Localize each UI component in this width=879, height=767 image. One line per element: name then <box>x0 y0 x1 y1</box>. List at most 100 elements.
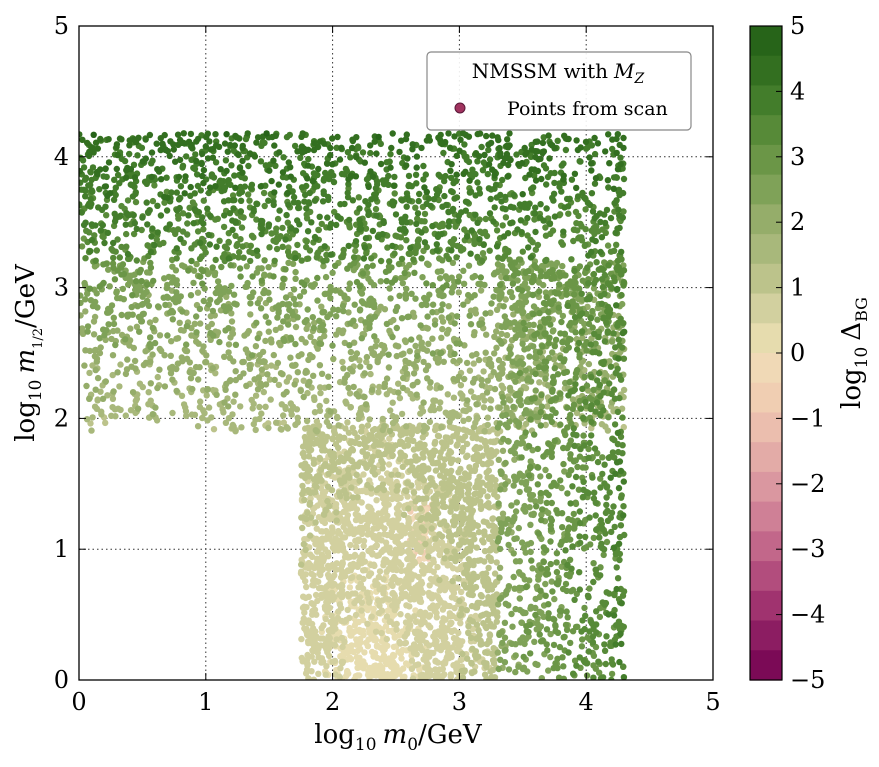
scatter-point <box>457 390 464 397</box>
scatter-point <box>436 587 443 594</box>
scatter-point <box>543 489 550 496</box>
scatter-point <box>87 297 95 304</box>
scatter-point <box>230 398 237 405</box>
scatter-point <box>555 304 562 311</box>
scatter-point <box>605 414 612 421</box>
scatter-point <box>538 609 545 617</box>
scatter-point <box>173 387 180 395</box>
scatter-point <box>294 414 301 421</box>
scatter-point <box>238 424 245 431</box>
scatter-point <box>437 646 444 654</box>
scatter-point <box>385 627 392 634</box>
scatter-point <box>363 522 371 529</box>
scatter-point <box>329 538 336 546</box>
scatter-point <box>197 320 204 327</box>
scatter-point <box>360 300 367 307</box>
scatter-point <box>145 389 152 396</box>
scatter-point <box>252 343 260 350</box>
scatter-point <box>222 327 229 334</box>
scatter-point <box>436 255 443 262</box>
scatter-point <box>426 547 434 554</box>
scatter-point <box>487 396 494 403</box>
scatter-point <box>123 366 131 373</box>
scatter-point <box>302 670 310 677</box>
scatter-point <box>313 555 321 562</box>
scatter-point <box>437 384 444 391</box>
scatter-point <box>325 470 332 477</box>
scatter-point <box>517 637 524 644</box>
scatter-point <box>166 309 174 316</box>
scatter-point <box>524 345 532 352</box>
scatter-point <box>344 419 351 426</box>
scatter-point <box>287 400 294 407</box>
scatter-point <box>186 368 193 376</box>
scatter-point <box>519 375 526 382</box>
scatter-point <box>221 353 228 360</box>
scatter-point <box>265 264 272 271</box>
scatter-point <box>391 606 398 614</box>
scatter-point <box>534 445 541 453</box>
scatter-point <box>372 672 380 679</box>
scatter-point <box>380 516 387 523</box>
scatter-point <box>266 376 274 383</box>
scatter-point <box>490 527 497 535</box>
scatter-point <box>358 607 365 614</box>
scatter-point <box>156 345 163 353</box>
scatter-point <box>572 279 579 286</box>
scatter-point <box>480 620 487 627</box>
scatter-point <box>405 505 412 512</box>
scatter-point <box>331 461 338 468</box>
scatter-point <box>436 551 444 558</box>
scatter-point <box>406 603 413 610</box>
scatter-point <box>329 466 336 474</box>
scatter-point <box>473 490 481 497</box>
scatter-point <box>199 414 206 422</box>
scatter-point <box>114 294 121 302</box>
scatter-point <box>532 611 539 619</box>
scatter-point <box>125 281 132 288</box>
scatter-point <box>361 558 369 565</box>
scatter-point <box>428 516 435 524</box>
scatter-point <box>305 675 312 680</box>
scatter-point <box>341 375 349 382</box>
scatter-point <box>315 645 322 653</box>
scatter-point <box>423 280 430 287</box>
scatter-point <box>405 313 412 320</box>
scatter-point <box>533 264 540 272</box>
scatter-point <box>437 449 444 456</box>
scatter-point <box>522 420 530 428</box>
scatter-point <box>562 272 569 279</box>
scatter-point <box>108 412 115 419</box>
scatter-point <box>342 519 350 526</box>
scatter-point <box>303 417 311 425</box>
scatter-point <box>456 541 463 549</box>
scatter-point <box>377 278 384 285</box>
scatter-point <box>310 582 317 589</box>
scatter-point <box>254 334 261 342</box>
scatter-point <box>93 290 100 297</box>
scatter-point <box>353 390 360 398</box>
scatter-point <box>110 314 118 321</box>
scatter-point <box>552 660 559 667</box>
scatter-point <box>119 285 127 293</box>
scatter-point <box>563 368 571 376</box>
scatter-point <box>401 337 409 344</box>
scatter-point <box>89 414 96 421</box>
scatter-point <box>398 315 406 322</box>
scatter-point <box>434 268 442 275</box>
scatter-point <box>512 508 520 515</box>
scatter-point <box>498 629 505 636</box>
scatter-point <box>478 382 486 389</box>
scatter-point <box>354 672 361 679</box>
scatter-point <box>290 295 298 303</box>
scatter-point <box>559 524 566 531</box>
scatter-point <box>292 275 299 282</box>
scatter-point <box>371 333 378 340</box>
scatter-point <box>455 289 462 296</box>
scatter-point <box>194 289 202 296</box>
scatter-point <box>232 341 240 348</box>
scatter-point <box>387 295 394 302</box>
scatter-point <box>548 275 555 282</box>
scatter-point <box>304 381 312 389</box>
scatter-point <box>477 274 484 281</box>
